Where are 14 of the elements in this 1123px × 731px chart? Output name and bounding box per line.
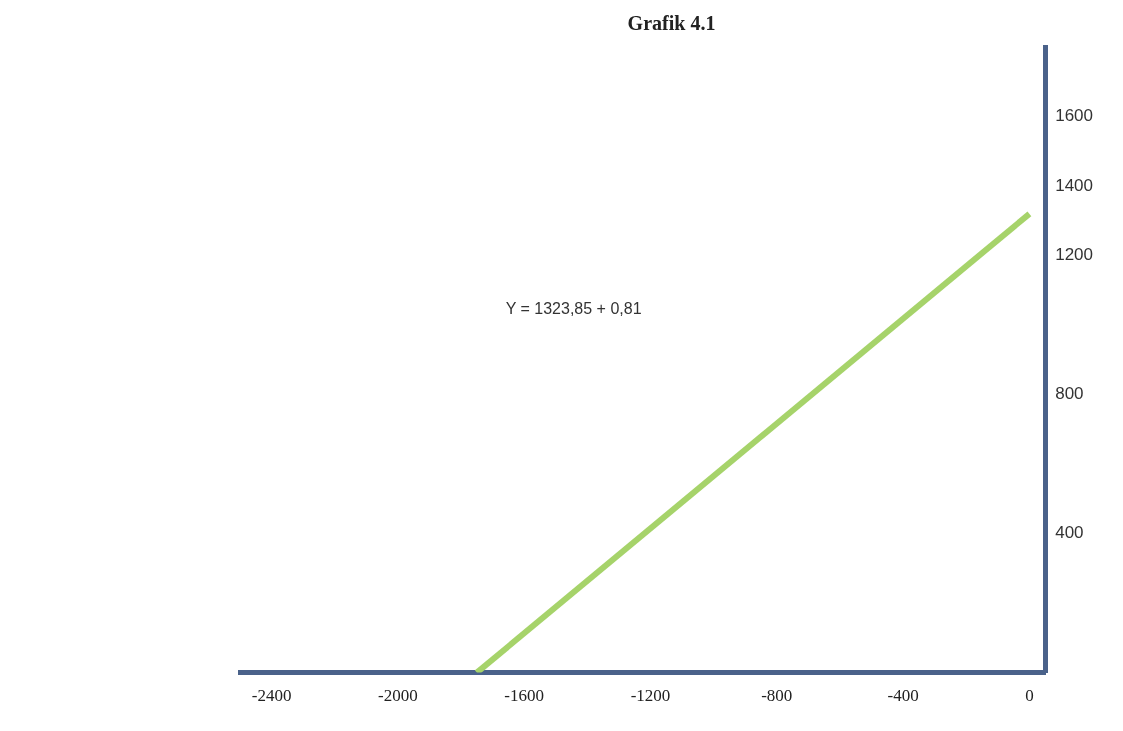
x-tick-label: -2400 bbox=[251, 686, 292, 706]
chart-title: Grafik 4.1 bbox=[627, 12, 716, 35]
x-tick-label: -400 bbox=[887, 686, 919, 706]
annotation: Y = 1323,85 + 0,81 bbox=[505, 300, 642, 318]
x-tick-label: -1200 bbox=[630, 686, 671, 706]
x-tick-label: -1600 bbox=[504, 686, 545, 706]
y-tick-label: 400 bbox=[1055, 523, 1084, 543]
x-tick-label: 0 bbox=[1025, 686, 1034, 706]
x-tick-label: -2000 bbox=[378, 686, 418, 706]
y-tick-label: 1600 bbox=[1055, 106, 1094, 126]
x-tick-label: -800 bbox=[761, 686, 793, 706]
y-tick-label: 1200 bbox=[1055, 245, 1094, 265]
y-tick-label: 800 bbox=[1055, 384, 1084, 404]
y-tick-label: 1400 bbox=[1055, 175, 1094, 195]
